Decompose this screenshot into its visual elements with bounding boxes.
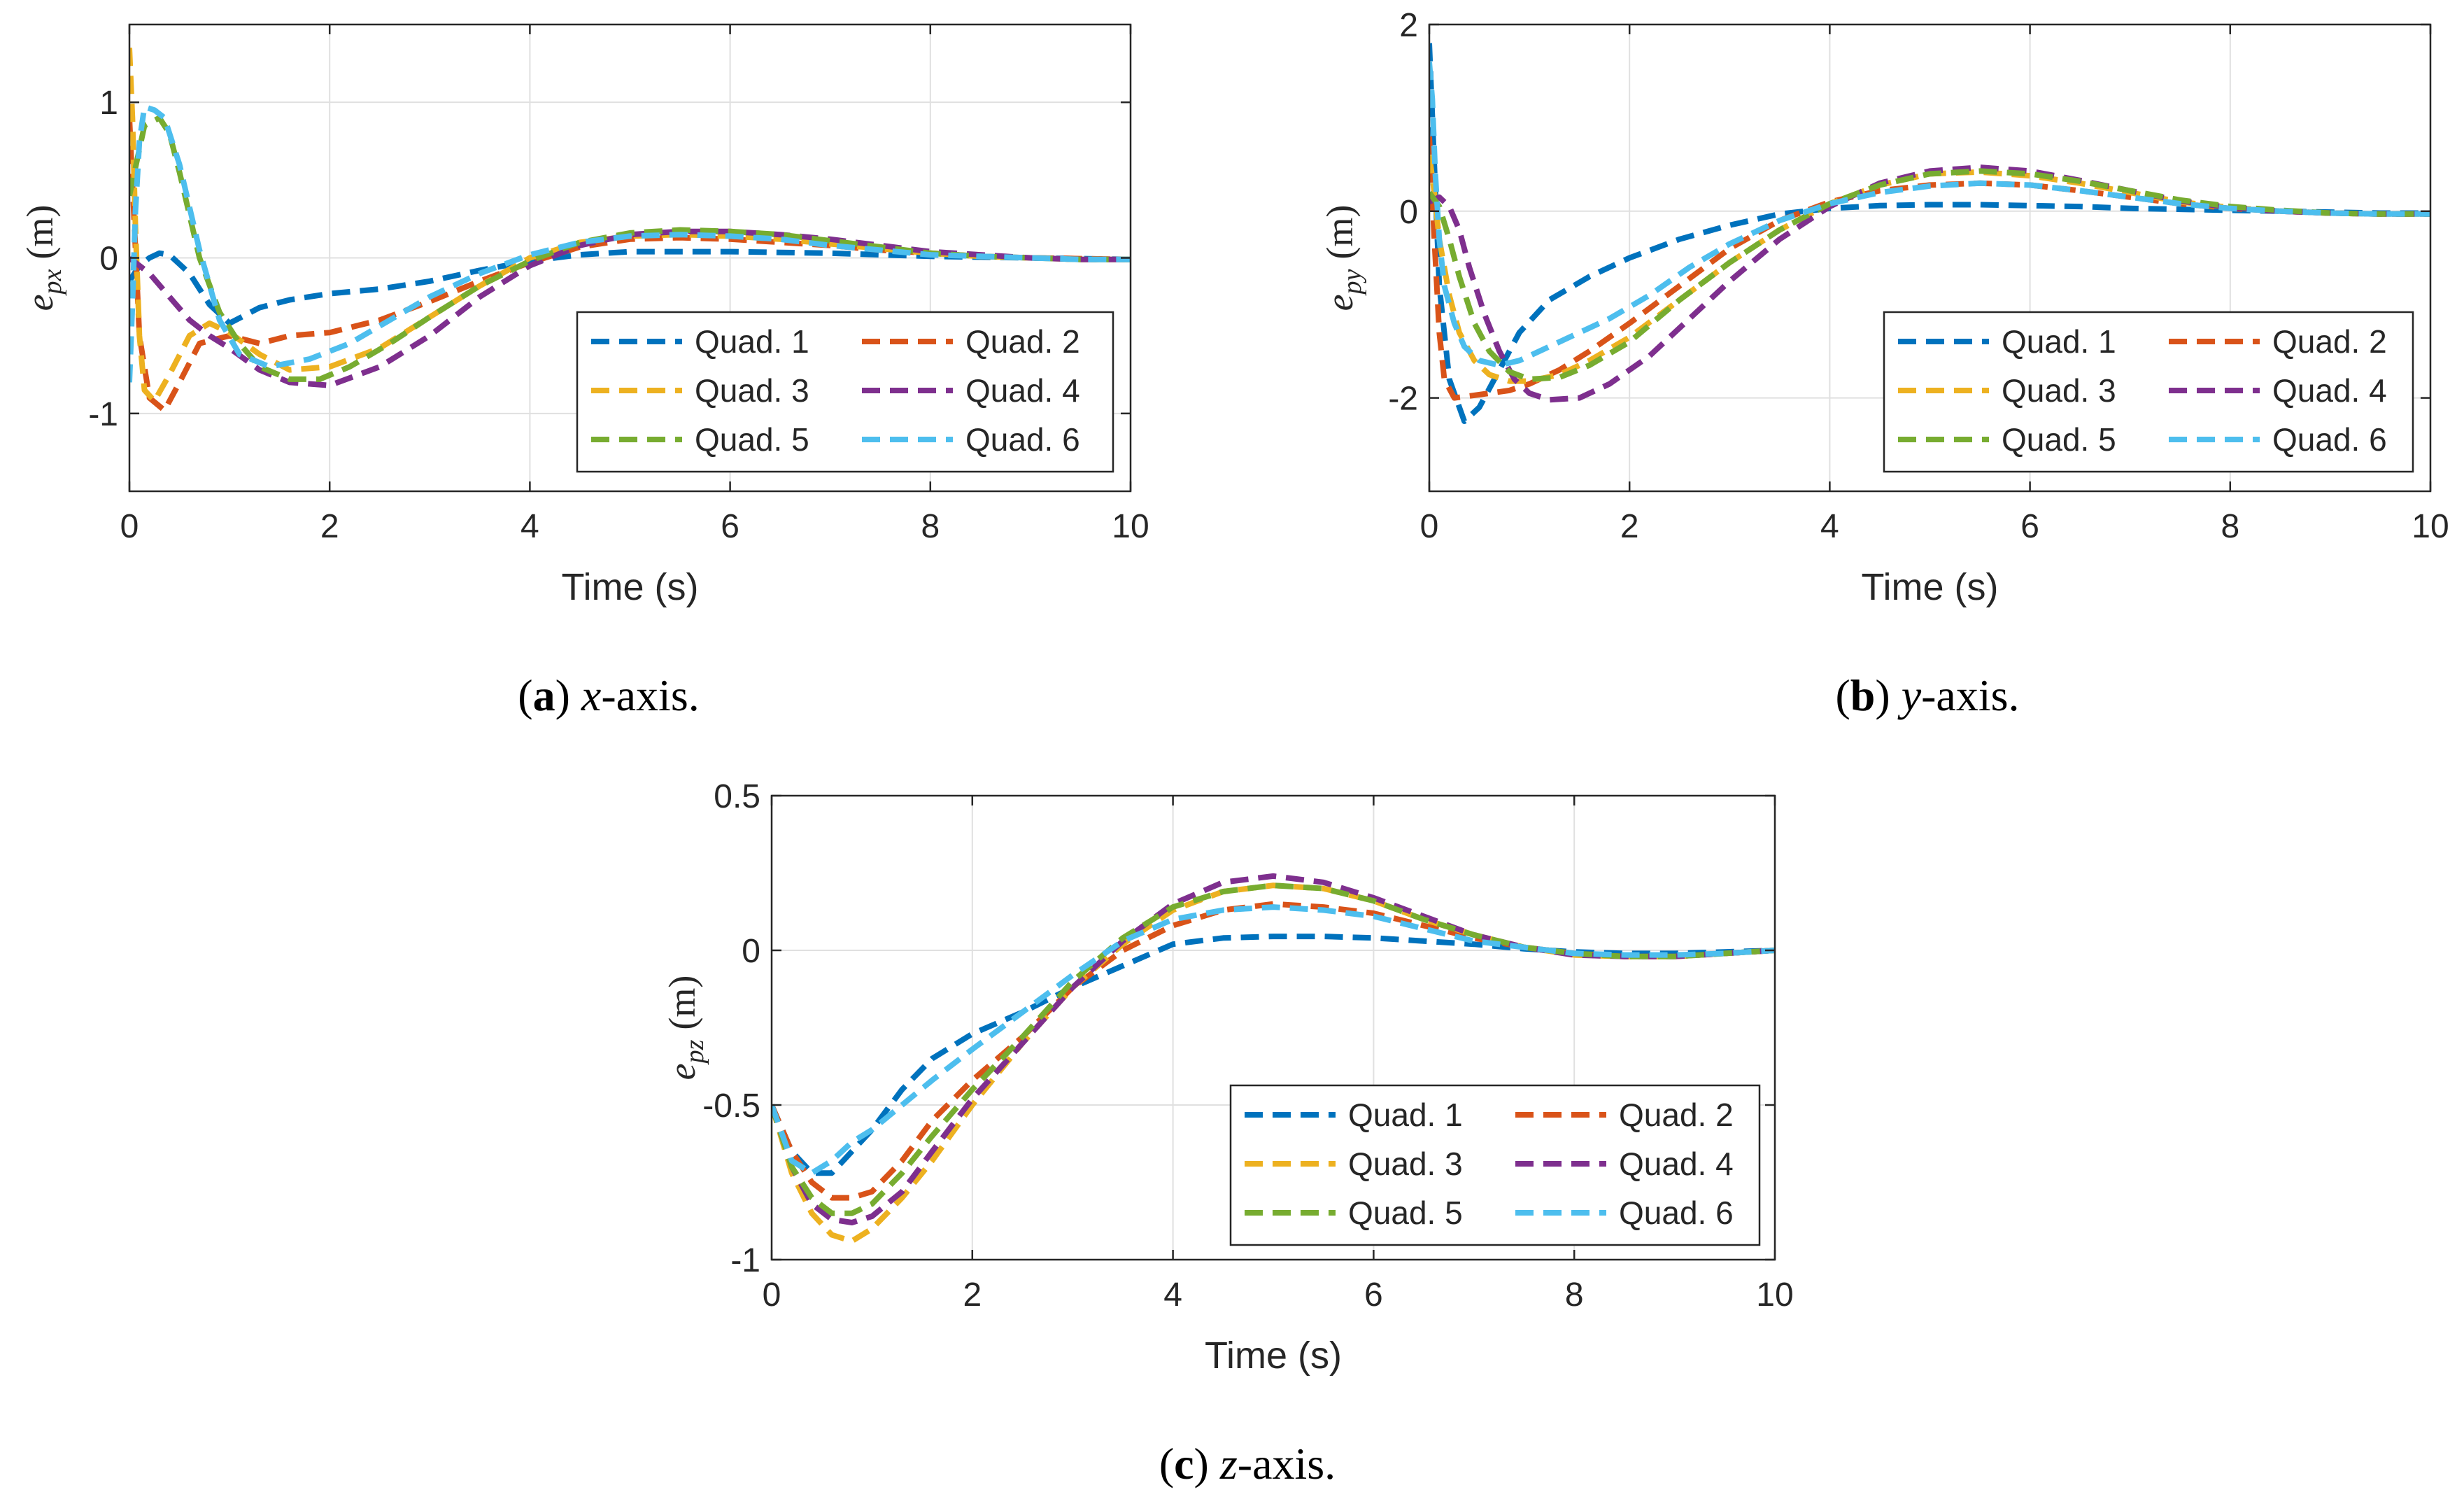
chart-b-x-tick-label: 6 bbox=[2020, 508, 2039, 545]
chart-c-legend-label-1: Quad. 1 bbox=[1348, 1097, 1463, 1133]
chart-c-y-tick-label: 0.5 bbox=[714, 778, 760, 815]
chart-b-y-tick-label: 2 bbox=[1399, 7, 1418, 44]
chart-b-legend-label-5: Quad. 5 bbox=[2002, 421, 2116, 458]
chart-c-legend-label-2: Quad. 2 bbox=[1619, 1097, 1734, 1133]
chart-c-x-tick-label: 8 bbox=[1565, 1276, 1584, 1314]
chart-b-legend-label-1: Quad. 1 bbox=[2002, 323, 2116, 360]
chart-b-y-axis-label: epy(m) bbox=[1319, 205, 1367, 311]
chart-a-y-tick-label: 0 bbox=[99, 241, 118, 278]
chart-b-series-line-5 bbox=[1429, 168, 2430, 382]
chart-b-legend-label-4: Quad. 4 bbox=[2272, 372, 2387, 409]
chart-a-legend-label-1: Quad. 1 bbox=[695, 323, 809, 360]
chart-a-legend-label-3: Quad. 3 bbox=[695, 372, 809, 409]
chart-a-legend-label-2: Quad. 2 bbox=[965, 323, 1080, 360]
chart-b-series-line-4 bbox=[1429, 164, 2430, 403]
chart-a-series-line-6 bbox=[129, 104, 1131, 383]
chart-a-series-line-4 bbox=[129, 228, 1131, 388]
chart-c-y-tick-label: -1 bbox=[730, 1242, 760, 1279]
chart-b-x-tick-label: 2 bbox=[1620, 508, 1639, 545]
chart-a-caption: (a) x-axis. bbox=[518, 670, 699, 720]
chart-c-x-tick-label: 10 bbox=[1756, 1276, 1793, 1314]
chart-c-x-axis-label: Time (s) bbox=[1205, 1335, 1342, 1377]
chart-c-x-tick-label: 6 bbox=[1364, 1276, 1383, 1314]
chart-a-y-tick-label: 1 bbox=[99, 85, 118, 122]
chart-c-series-line-1 bbox=[772, 934, 1775, 1176]
chart-c-legend-label-4: Quad. 4 bbox=[1619, 1146, 1734, 1182]
chart-c-x-tick-label: 0 bbox=[763, 1276, 781, 1314]
chart-b-x-tick-label: 4 bbox=[1820, 508, 1839, 545]
chart-b-x-tick-label: 0 bbox=[1420, 508, 1439, 545]
chart-c-legend-label-5: Quad. 5 bbox=[1348, 1195, 1463, 1231]
chart-b-y-tick-label: 0 bbox=[1399, 194, 1418, 231]
chart-c-caption: (c) z-axis. bbox=[1159, 1439, 1336, 1489]
chart-b-x-tick-label: 8 bbox=[2221, 508, 2239, 545]
chart-b-y-tick-label: -2 bbox=[1388, 381, 1418, 418]
chart-c-legend: Quad. 1 Quad. 2 Quad. 3 Quad. 4 Quad. 5 Quad.… bbox=[1229, 1084, 1761, 1246]
chart-c-y-tick-label: 0 bbox=[742, 933, 760, 970]
chart-b-legend-label-2: Quad. 2 bbox=[2272, 323, 2387, 360]
chart-a-x-tick-label: 4 bbox=[521, 508, 539, 545]
chart-a-series-group bbox=[129, 48, 1131, 414]
chart-c-series-line-4 bbox=[772, 873, 1775, 1225]
chart-c-series-line-6 bbox=[772, 904, 1775, 1176]
chart-a-legend-label-6: Quad. 6 bbox=[965, 421, 1080, 458]
chart-c-axes-frame bbox=[770, 794, 1776, 1261]
chart-a-x-tick-label: 8 bbox=[921, 508, 940, 545]
chart-a-legend-box bbox=[576, 311, 1114, 473]
chart-a-x-tick-label: 10 bbox=[1112, 508, 1149, 545]
chart-a-x-tick-label: 2 bbox=[320, 508, 339, 545]
chart-c-series-group bbox=[772, 873, 1775, 1244]
chart-a-series-line-1 bbox=[129, 248, 1131, 326]
chart-a-y-tick-label: -1 bbox=[88, 396, 118, 433]
chart-b-x-axis-label: Time (s) bbox=[1862, 566, 1999, 608]
chart-a-x-axis-label: Time (s) bbox=[562, 566, 699, 608]
chart-c-legend-label-3: Quad. 3 bbox=[1348, 1146, 1463, 1182]
chart-b-series-line-1 bbox=[1429, 43, 2430, 424]
chart-c-legend-label-6: Quad. 6 bbox=[1619, 1195, 1734, 1231]
chart-b-series-group bbox=[1429, 43, 2430, 424]
chart-b-legend-label-3: Quad. 3 bbox=[2002, 372, 2116, 409]
chart-b-axes-frame bbox=[1428, 23, 2432, 493]
chart-b-series-line-6 bbox=[1429, 62, 2430, 368]
chart-c-y-tick-label: -0.5 bbox=[702, 1088, 760, 1125]
chart-c-x-tick-label: 4 bbox=[1163, 1276, 1182, 1314]
chart-a-legend: Quad. 1 Quad. 2 Quad. 3 Quad. 4 Quad. 5 Quad.… bbox=[576, 311, 1114, 473]
chart-a-y-axis-label: epx(m) bbox=[19, 205, 67, 311]
chart-b-legend-label-6: Quad. 6 bbox=[2272, 421, 2387, 458]
chart-b-x-tick-label: 10 bbox=[2412, 508, 2449, 545]
chart-b-caption: (b) y-axis. bbox=[1835, 670, 2019, 720]
chart-b-legend: Quad. 1 Quad. 2 Quad. 3 Quad. 4 Quad. 5 Quad.… bbox=[1883, 311, 2414, 473]
chart-a-legend-label-5: Quad. 5 bbox=[695, 421, 809, 458]
chart-a-x-tick-label: 0 bbox=[120, 508, 139, 545]
chart-c-x-tick-label: 2 bbox=[963, 1276, 982, 1314]
chart-c-y-axis-label: epz(m) bbox=[661, 976, 709, 1081]
chart-a-legend-label-4: Quad. 4 bbox=[965, 372, 1080, 409]
chart-a-x-tick-label: 6 bbox=[721, 508, 739, 545]
